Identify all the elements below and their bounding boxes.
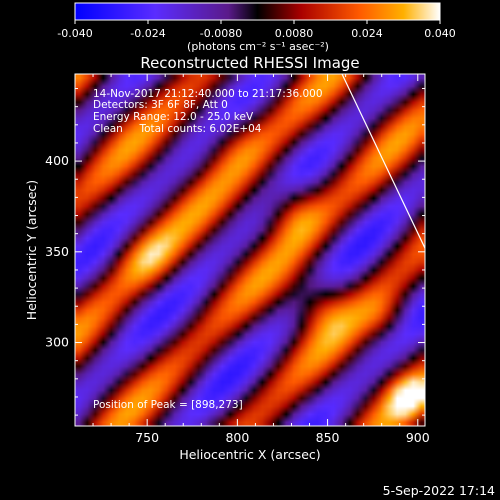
peak-position-label: Position of Peak = [898,273]	[93, 399, 243, 411]
colorbar-tick-label: -0.024	[130, 27, 165, 40]
colorbar: -0.040 -0.024 -0.0080 0.0080 0.024 0.040 (pho…	[57, 2, 456, 53]
colorbar-tick-label: -0.0080	[200, 27, 242, 40]
x-tick-label: 850	[316, 430, 340, 445]
x-tick-label: 900	[406, 430, 430, 445]
x-tick-label: 750	[135, 430, 159, 445]
colorbar-gradient	[74, 2, 441, 21]
annotation-detectors: Detectors: 3F 6F 8F, Att 0	[93, 99, 228, 111]
colorbar-tick-label: -0.040	[57, 27, 92, 40]
colorbar-ticks: -0.040 -0.024 -0.0080 0.0080 0.024 0.040	[57, 20, 456, 40]
colorbar-tick-label: 0.0080	[275, 27, 314, 40]
colorbar-tick-label: 0.024	[351, 27, 383, 40]
y-tick-label: 300	[45, 335, 69, 350]
colorbar-tick-label: 0.040	[424, 27, 456, 40]
chart-title: Reconstructed RHESSI Image	[140, 54, 359, 72]
y-axis-label: Heliocentric Y (arcsec)	[24, 180, 39, 320]
annotation-block: 14-Nov-2017 21:12:40.000 to 21:17:36.000…	[93, 88, 323, 135]
plot-frame	[74, 73, 426, 427]
annotation-time-range: 14-Nov-2017 21:12:40.000 to 21:17:36.000	[93, 88, 323, 100]
y-tick-label: 400	[45, 153, 69, 168]
colorbar-unit-label: (photons cm⁻² s⁻¹ asec⁻²)	[187, 40, 329, 53]
solar-limb-line	[341, 74, 425, 249]
x-axis-label: Heliocentric X (arcsec)	[179, 447, 320, 462]
footer-date: 5-Sep-2022 17:14	[383, 483, 495, 498]
axes: 750 800 850 900 300 350 400	[45, 74, 430, 445]
annotation-energy-range: Energy Range: 12.0 - 25.0 keV	[93, 111, 254, 123]
x-tick-label: 800	[225, 430, 249, 445]
heatmap-image	[75, 74, 425, 426]
annotation-clean-counts: Clean Total counts: 6.02E+04	[93, 123, 262, 135]
y-tick-label: 350	[45, 244, 69, 259]
